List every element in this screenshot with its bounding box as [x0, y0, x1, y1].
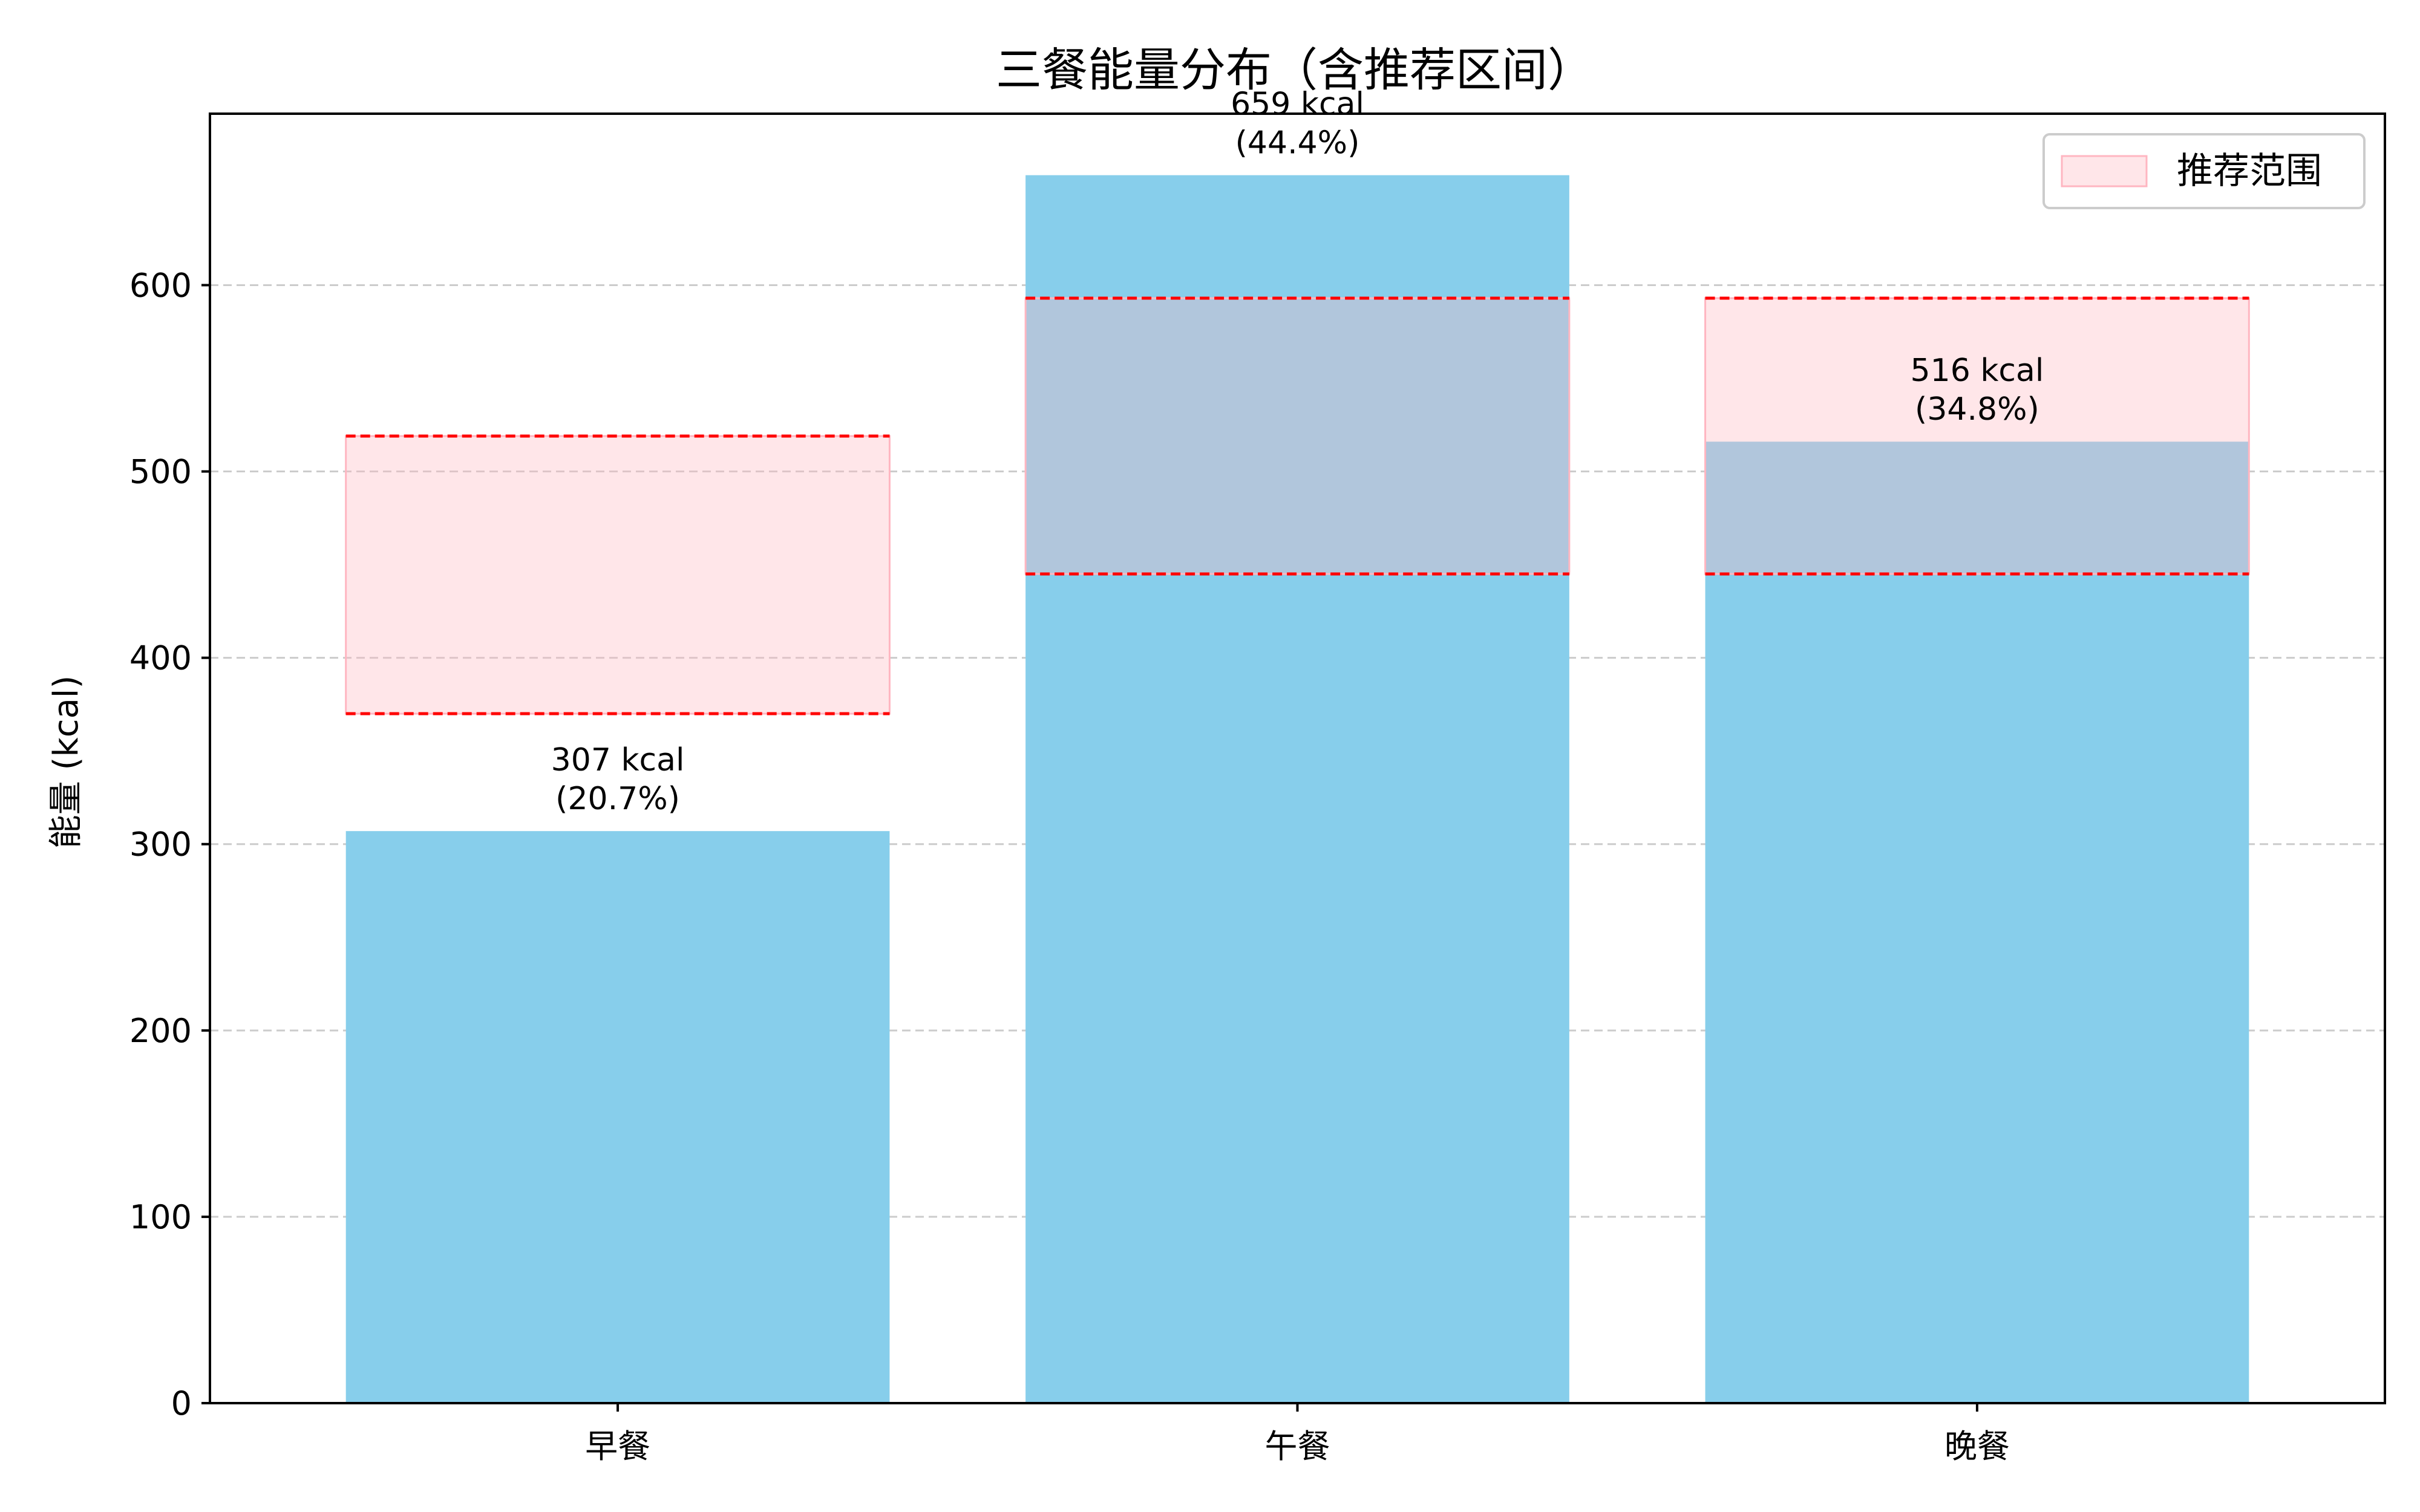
bar-value-label: 659 kcal — [1231, 86, 1364, 123]
recommended-range-1 — [345, 435, 891, 715]
bar-percent-label: (44.4%) — [1235, 125, 1360, 161]
y-tick-label: 200 — [129, 1012, 192, 1050]
bar-percent-label: (20.7%) — [555, 781, 680, 817]
recommended-range-3 — [1704, 297, 2250, 575]
x-tick-label: 晚餐 — [1944, 1427, 2010, 1465]
legend: 推荐范围 — [2042, 133, 2366, 209]
plot-area: 307 kcal(20.7%) 659 kcal(44.4%) 516 kcal(3… — [129, 86, 2386, 1465]
y-tick-label: 0 — [171, 1384, 192, 1422]
legend-entry-recommended-range: 推荐范围 — [2177, 150, 2322, 192]
bar-2 — [1025, 175, 1569, 1403]
recommended-range-2 — [1024, 297, 1571, 575]
bar-3 — [1705, 442, 2249, 1403]
x-tick-label: 午餐 — [1265, 1427, 1330, 1465]
legend-swatch — [2061, 155, 2148, 187]
bar-1 — [345, 831, 890, 1403]
y-tick-label: 400 — [129, 639, 192, 677]
y-tick-label: 300 — [129, 826, 192, 864]
bar-value-label: 307 kcal — [551, 742, 685, 778]
y-tick-label: 500 — [129, 453, 192, 491]
chart-title: 三餐能量分布（含推荐区间） — [996, 43, 1594, 97]
x-tick-label: 早餐 — [585, 1427, 650, 1465]
y-tick-label: 100 — [129, 1198, 192, 1236]
bar-value-label: 516 kcal — [1911, 353, 2044, 389]
y-axis-label: 能量 (kcal) — [47, 676, 86, 849]
y-tick-label: 600 — [129, 266, 192, 304]
bar-percent-label: (34.8%) — [1915, 391, 2039, 428]
legend-frame — [2042, 133, 2366, 209]
